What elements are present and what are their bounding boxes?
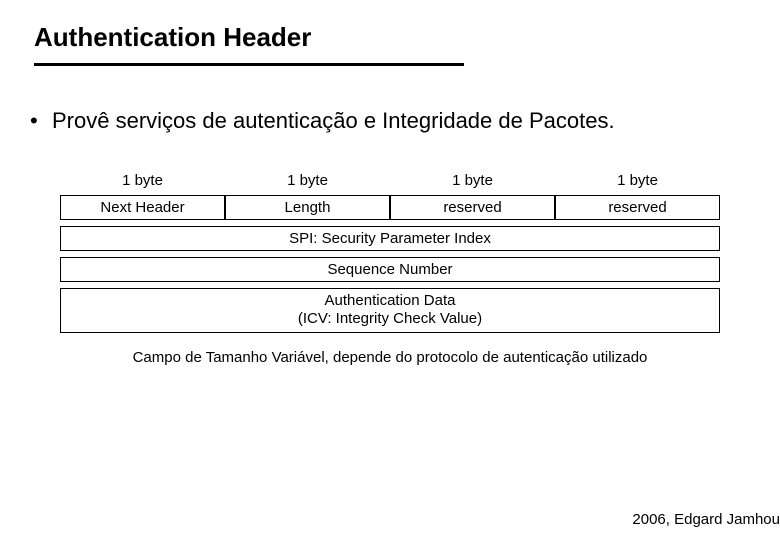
auth-data-line1: Authentication Data (63, 292, 717, 311)
header-row-spi: SPI: Security Parameter Index (60, 226, 720, 251)
cell-next-header: Next Header (60, 195, 225, 220)
slide-footer: 2006, Edgard Jamhou (632, 511, 780, 528)
cell-reserved: reserved (390, 195, 555, 220)
byte-label: 1 byte (555, 172, 720, 189)
byte-label: 1 byte (225, 172, 390, 189)
byte-label: 1 byte (60, 172, 225, 189)
header-row-1: Next Header Length reserved reserved (60, 195, 720, 220)
diagram-footnote: Campo de Tamanho Variável, depende do pr… (0, 339, 780, 366)
byte-label-row: 1 byte 1 byte 1 byte 1 byte (60, 172, 720, 189)
cell-auth-data: Authentication Data (ICV: Integrity Chec… (60, 288, 720, 334)
slide-title: Authentication Header (0, 0, 780, 59)
bullet-text: Provê serviços de autenticação e Integri… (52, 106, 750, 136)
byte-label: 1 byte (390, 172, 555, 189)
bullet-block: • Provê serviços de autenticação e Integ… (0, 66, 780, 136)
cell-length: Length (225, 195, 390, 220)
cell-spi: SPI: Security Parameter Index (60, 226, 720, 251)
cell-sequence-number: Sequence Number (60, 257, 720, 282)
header-row-auth-data: Authentication Data (ICV: Integrity Chec… (60, 288, 720, 334)
cell-reserved: reserved (555, 195, 720, 220)
header-row-seq: Sequence Number (60, 257, 720, 282)
auth-data-line2: (ICV: Integrity Check Value) (63, 310, 717, 329)
bullet-marker: • (30, 106, 52, 136)
packet-diagram: 1 byte 1 byte 1 byte 1 byte Next Header … (0, 136, 780, 334)
